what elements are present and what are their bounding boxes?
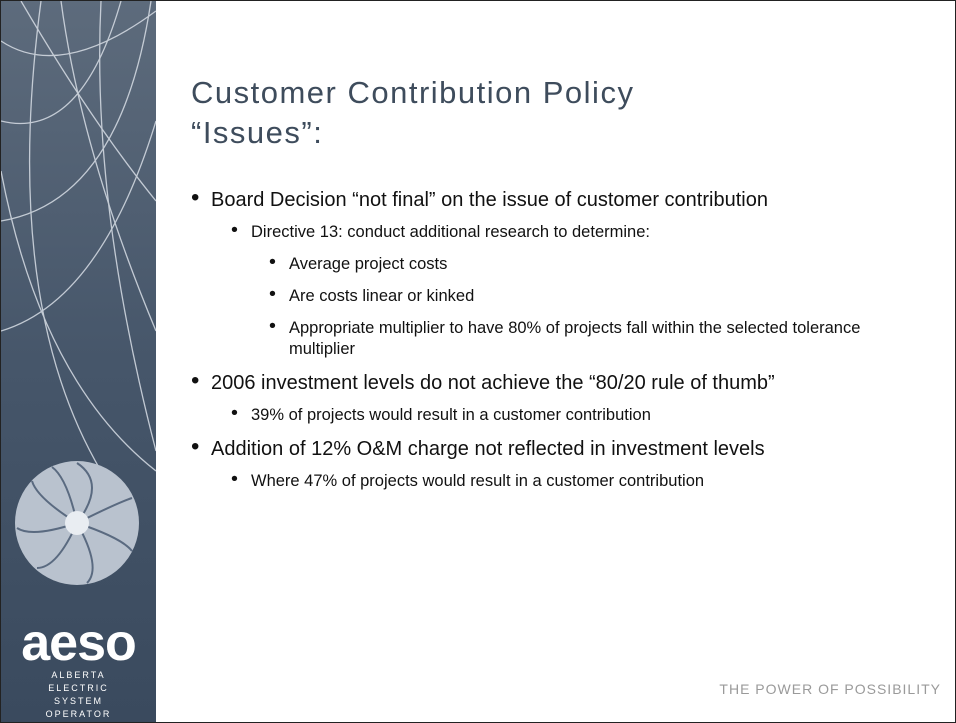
org-line: ALBERTA: [51, 670, 106, 680]
bullet-item: • Board Decision “not final” on the issue…: [191, 184, 926, 360]
logo-text: aeso: [21, 614, 137, 672]
bullet-item: • Appropriate multiplier to have 80% of p…: [269, 315, 926, 360]
logo: aeso ALBERTA ELECTRIC SYSTEM OPERATOR: [1, 617, 156, 721]
bullet-group: • Directive 13: conduct additional resear…: [211, 219, 926, 360]
bullet-group: • Average project costs • Are costs linear …: [251, 251, 926, 360]
bullet-dot: •: [269, 283, 276, 305]
bullet-item: • Where 47% of projects would result in a…: [231, 468, 926, 492]
bullet-text: Are costs linear or kinked: [289, 287, 475, 305]
org-line: OPERATOR: [45, 709, 112, 719]
bullet-text: 2006 investment levels do not achieve th…: [211, 372, 775, 394]
bullet-text: Average project costs: [289, 255, 448, 273]
bullet-item: • Are costs linear or kinked: [269, 283, 926, 307]
bullet-group: • Where 47% of projects would result in a…: [211, 468, 926, 492]
bullet-text: Board Decision “not final” on the issue …: [211, 189, 768, 211]
bullet-text: Directive 13: conduct additional researc…: [251, 223, 650, 241]
sidebar: aeso ALBERTA ELECTRIC SYSTEM OPERATOR: [1, 1, 156, 722]
bullet-dot: •: [191, 367, 200, 394]
org-name: ALBERTA ELECTRIC SYSTEM OPERATOR: [1, 669, 156, 721]
bullet-group: • Board Decision “not final” on the issue…: [191, 184, 926, 492]
footer-tagline: THE POWER OF POSSIBILITY: [719, 681, 941, 697]
bullet-dot: •: [231, 219, 238, 241]
bullet-text: Appropriate multiplier to have 80% of pr…: [289, 319, 861, 358]
bullet-dot: •: [231, 468, 238, 490]
bullet-group: • 39% of projects would result in a custo…: [211, 402, 926, 426]
slide-title: Customer Contribution Policy “Issues”:: [191, 73, 634, 153]
bullet-dot: •: [191, 184, 200, 211]
bullet-dot: •: [269, 251, 276, 273]
bullet-item: • Average project costs: [269, 251, 926, 275]
bullet-dot: •: [231, 402, 238, 424]
bullet-item: • Addition of 12% O&M charge not reflecte…: [191, 433, 926, 492]
org-line: ELECTRIC: [48, 683, 109, 693]
bullet-list: • Board Decision “not final” on the issue…: [191, 177, 926, 492]
bullet-text: Addition of 12% O&M charge not reflected…: [211, 438, 765, 460]
bullet-item: • 39% of projects would result in a custo…: [231, 402, 926, 426]
org-line: SYSTEM: [53, 696, 103, 706]
bullet-text: 39% of projects would result in a custom…: [251, 406, 651, 424]
bullet-dot: •: [191, 433, 200, 460]
title-line: Customer Contribution Policy: [191, 75, 635, 110]
bullet-text: Where 47% of projects would result in a …: [251, 472, 705, 490]
title-line: “Issues”:: [191, 115, 324, 150]
sidebar-art: [1, 1, 156, 585]
bullet-item: • Directive 13: conduct additional resear…: [231, 219, 926, 360]
bullet-item: • 2006 investment levels do not achieve t…: [191, 367, 926, 426]
bullet-dot: •: [269, 315, 276, 337]
